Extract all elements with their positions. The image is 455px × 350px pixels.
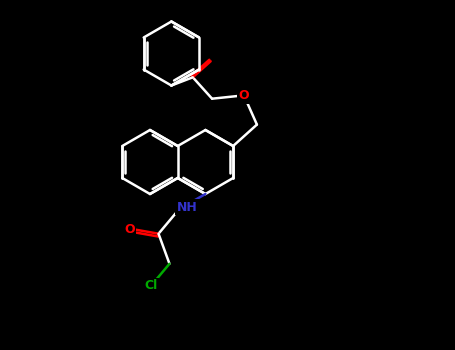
- Text: Cl: Cl: [144, 279, 157, 292]
- Text: O: O: [238, 89, 249, 102]
- Text: NH: NH: [177, 201, 197, 214]
- Text: O: O: [124, 223, 135, 236]
